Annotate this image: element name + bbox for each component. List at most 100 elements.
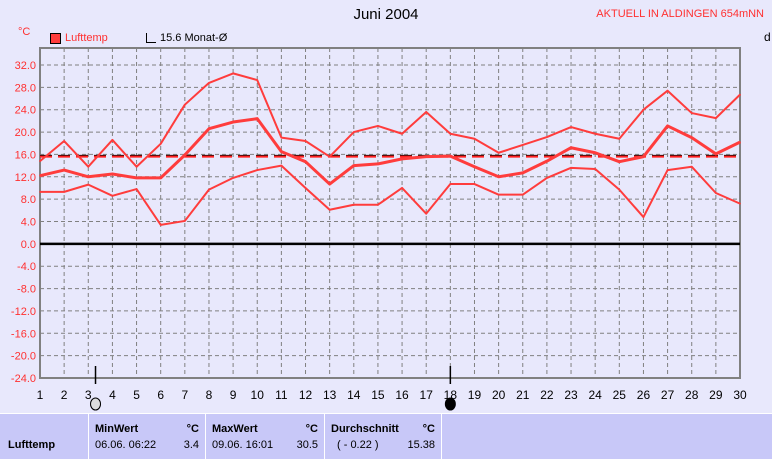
data-point-mean (135, 177, 138, 179)
legend-monthly-mean: 15.6 Monat-Ø (146, 32, 227, 44)
y-tick-label: 24.0 (15, 105, 36, 117)
data-point-mean (232, 121, 234, 123)
legend-swatch (50, 32, 61, 44)
data-point-mean (642, 155, 645, 158)
x-tick-label: 2 (61, 388, 68, 402)
data-point-mean (87, 175, 90, 178)
data-point-mean (352, 164, 355, 167)
data-point-mean (666, 125, 669, 127)
avg-delta: ( - 0.22 ) (337, 439, 379, 451)
data-point-mean (184, 154, 186, 156)
data-point-mean (570, 146, 572, 149)
data-point-mean (497, 175, 500, 178)
data-point-min (497, 193, 500, 196)
data-point-min (425, 212, 428, 215)
y-tick-label: 32.0 (15, 60, 36, 72)
data-point-min (87, 183, 90, 186)
x-tick-label: 22 (540, 388, 554, 402)
data-point-max (208, 82, 210, 84)
x-tick-label: 6 (157, 388, 164, 402)
x-tick-label: 4 (109, 388, 116, 402)
data-point-mean (39, 174, 41, 177)
series-line-max (39, 72, 741, 168)
x-tick-label: 23 (564, 388, 578, 402)
data-point-mean (739, 141, 741, 143)
x-tick-label: 9 (230, 388, 237, 402)
data-point-mean (304, 160, 307, 163)
data-point-min (401, 187, 403, 189)
data-point-min (280, 164, 283, 167)
y-unit-label: °C (18, 26, 31, 38)
legend-lufttemp: Lufttemp (50, 32, 108, 44)
series-line-mean (39, 117, 741, 186)
data-point-max (328, 155, 331, 158)
data-point-mean (401, 158, 403, 160)
y-tick-label: -8.0 (17, 284, 36, 296)
data-point-min (232, 177, 234, 179)
data-point-max (739, 93, 741, 96)
data-point-min (666, 169, 669, 171)
x-tick-label: 10 (251, 388, 265, 402)
y-tick-label: 28.0 (15, 82, 36, 94)
stats-panel: Lufttemp MinWert °C 06.06. 06:22 3.4 Max… (0, 413, 772, 459)
x-tick-label: 21 (516, 388, 530, 402)
data-point-min (594, 168, 596, 170)
avg-unit: °C (422, 423, 435, 435)
y-tick-label: -4.0 (17, 261, 36, 273)
data-point-mean (280, 150, 283, 153)
data-point-min (184, 220, 186, 222)
data-point-min (208, 188, 210, 191)
y-tick-label: -16.0 (11, 328, 36, 340)
data-point-mean (521, 172, 524, 174)
data-point-max (87, 165, 90, 168)
data-point-max (521, 144, 524, 146)
min-value: 3.4 (183, 439, 199, 451)
data-point-max (135, 165, 138, 168)
x-tick-label: 3 (85, 388, 92, 402)
stats-row-label: Lufttemp (8, 439, 56, 451)
x-tick-label: 27 (661, 388, 675, 402)
legend-swatch (146, 33, 156, 43)
new-moon-icon (444, 397, 456, 411)
y-tick-label: 8.0 (21, 194, 36, 206)
full-moon-icon (90, 397, 102, 411)
series-line-min (40, 164, 741, 226)
temperature-chart: 32.0 28.0 24.0 20.0 16.0 12.0 8.0 4.0 0.0 -4.0 -8.… (11, 47, 747, 411)
data-point-mean (690, 136, 693, 139)
max-unit: °C (305, 423, 318, 435)
max-date: 09.06. 16:01 (212, 439, 274, 451)
y-tick-label: -20.0 (11, 351, 36, 363)
data-point-max (715, 117, 717, 119)
data-point-mean (425, 155, 428, 158)
data-point-min (739, 202, 741, 205)
data-point-min (328, 208, 331, 211)
data-point-mean (159, 177, 162, 179)
x-tick-label: 28 (685, 388, 699, 402)
x-tick-label: 18 (444, 388, 458, 402)
data-point-mean (328, 183, 331, 185)
data-point-max (232, 72, 234, 75)
data-point-min (570, 167, 572, 169)
y-tick-label: 12.0 (15, 172, 36, 184)
x-tick-label: 17 (420, 388, 434, 402)
data-point-max (425, 111, 428, 113)
data-point-max (666, 89, 669, 92)
data-point-mean (618, 160, 621, 163)
x-tick-label: 24 (588, 388, 602, 402)
y-tick-label: -24.0 (11, 373, 36, 385)
data-point-min (63, 191, 65, 193)
data-point-mean (63, 169, 65, 171)
avg-header: Durchschnitt (331, 423, 399, 435)
data-point-mean (377, 163, 379, 165)
data-point-max (352, 131, 355, 133)
data-point-max (377, 125, 379, 127)
data-point-min (449, 183, 452, 185)
x-tick-label: 5 (133, 388, 140, 402)
data-point-max (690, 112, 693, 114)
plot-frame (39, 47, 741, 379)
data-point-max (401, 132, 403, 135)
avg-value: 15.38 (407, 439, 435, 451)
y-tick-label: 0.0 (21, 239, 36, 251)
data-point-min (546, 177, 548, 179)
data-point-mean (473, 165, 476, 168)
